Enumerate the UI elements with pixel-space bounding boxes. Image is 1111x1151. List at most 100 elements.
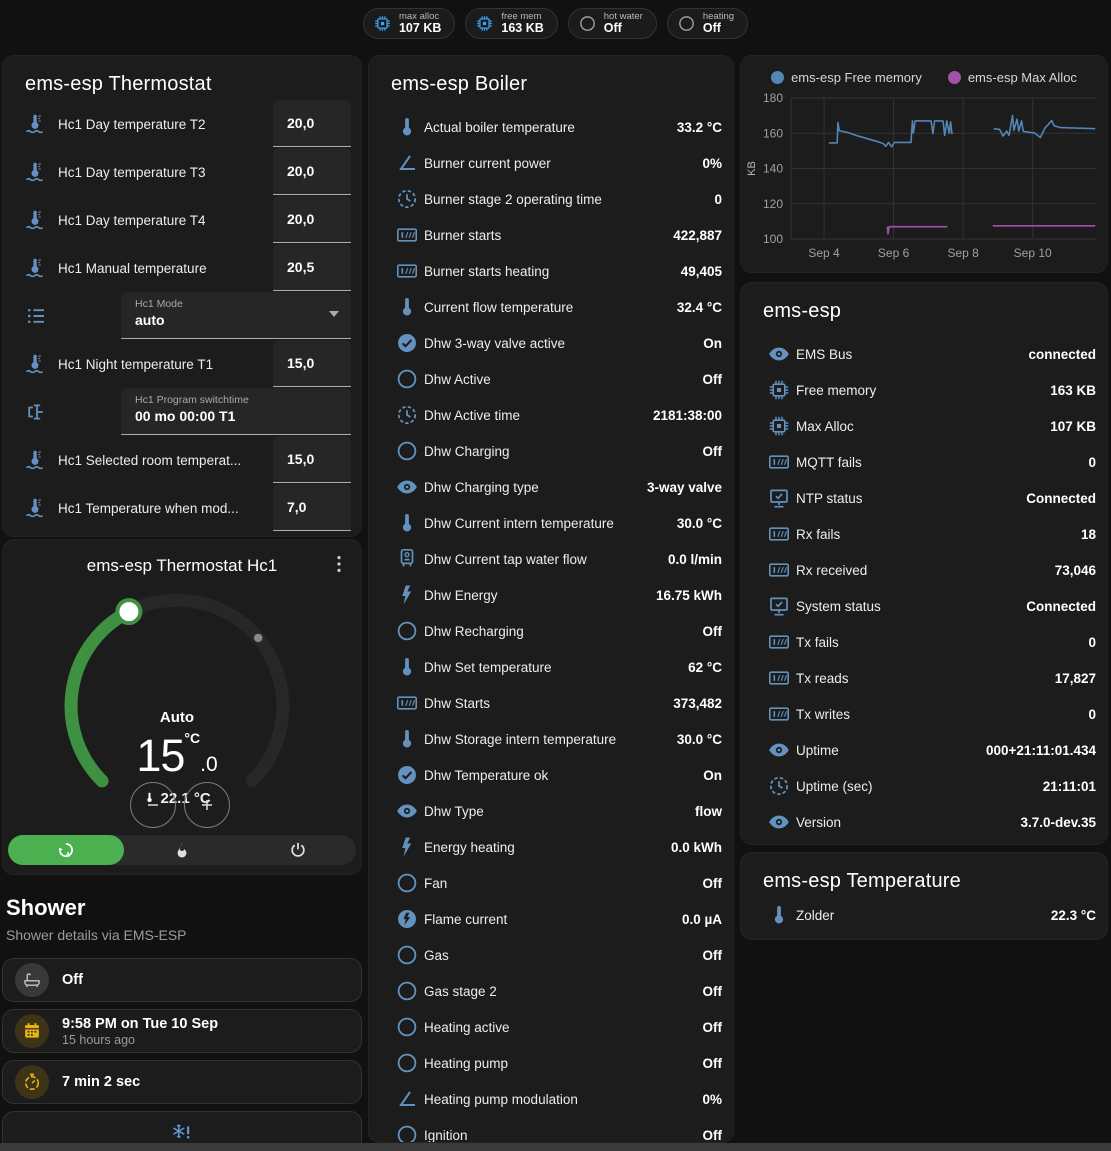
right-column: ems-esp Free memory ems-esp Max Alloc 10…: [740, 55, 1108, 940]
snowflake-alert-icon: [171, 1122, 193, 1144]
hc1-thermostat-card: ems-esp Thermostat Hc1 Auto 15°C.0 22.1 …: [2, 539, 362, 875]
shower-card-off[interactable]: Off: [2, 958, 362, 1002]
select-value: auto: [135, 312, 339, 328]
entity-row-ignition[interactable]: Ignition Off: [369, 1117, 733, 1143]
thermometer-icon: [395, 511, 419, 535]
chevron-down-icon: [329, 311, 339, 317]
text-input-hc1-program-switchtime[interactable]: Hc1 Program switchtime 00 mo 00:00 T1: [121, 388, 351, 435]
entity-row-uptime[interactable]: Uptime 000+21:11:01.434: [741, 732, 1107, 768]
hvac-mode-fire-button[interactable]: [124, 835, 240, 865]
entity-label: Dhw Set temperature: [424, 649, 552, 685]
entity-row-flame-current[interactable]: Flame current 0.0 µA: [369, 901, 733, 937]
counter-icon: [395, 259, 419, 283]
number-input-hc1-temperature-when-mod[interactable]: 7,0: [273, 484, 351, 531]
thermometer-icon: [395, 115, 419, 139]
power-icon: [288, 840, 308, 860]
entity-row-burner-starts-heating[interactable]: Burner starts heating 49,405: [369, 253, 733, 289]
chip-max-alloc[interactable]: max alloc 107 KB: [363, 8, 455, 39]
thermostat-card-title: ems-esp Thermostat: [3, 56, 361, 100]
entity-row-rx-received[interactable]: Rx received 73,046: [741, 552, 1107, 588]
entity-row-dhw-type[interactable]: Dhw Type flow: [369, 793, 733, 829]
entity-row-current-flow-temperature[interactable]: Current flow temperature 32.4 °C: [369, 289, 733, 325]
entity-row-heating-pump-modulation[interactable]: Heating pump modulation 0%: [369, 1081, 733, 1117]
thermometer-icon: [395, 655, 419, 679]
calendar-icon: [15, 1014, 49, 1048]
entity-row-system-status[interactable]: System status Connected: [741, 588, 1107, 624]
entity-label: Version: [796, 804, 841, 840]
shower-card-9-58-pm-on-tue-10-sep[interactable]: 9:58 PM on Tue 10 Sep15 hours ago: [2, 1009, 362, 1053]
number-input-hc1-manual-temperature[interactable]: 20,5: [273, 244, 351, 291]
entity-row-gas-stage-2[interactable]: Gas stage 2 Off: [369, 973, 733, 1009]
number-input-hc1-day-temperature-t4[interactable]: 20,0: [273, 196, 351, 243]
entity-label: Dhw Recharging: [424, 613, 524, 649]
entity-row-max-alloc[interactable]: Max Alloc 107 KB: [741, 408, 1107, 444]
entity-row-fan[interactable]: Fan Off: [369, 865, 733, 901]
entity-row-tx-writes[interactable]: Tx writes 0: [741, 696, 1107, 732]
config-row-hc1-day-temperature-t3: 20,0 Hc1 Day temperature T3: [3, 148, 361, 196]
entity-row-zolder[interactable]: Zolder 22.3 °C: [741, 897, 1107, 933]
entity-value: 2181:38:00: [653, 397, 722, 433]
shower-card-7-min-2-sec[interactable]: 7 min 2 sec: [2, 1060, 362, 1104]
thermo-water-icon: [24, 448, 48, 472]
hc1-card-title: ems-esp Thermostat Hc1: [3, 540, 361, 576]
chip-hot-water[interactable]: hot water Off: [568, 8, 657, 39]
entity-row-dhw-current-tap-water-flow[interactable]: Dhw Current tap water flow 0.0 l/min: [369, 541, 733, 577]
circle-o-icon: [677, 14, 696, 33]
entity-row-dhw-active-time[interactable]: Dhw Active time 2181:38:00: [369, 397, 733, 433]
entity-row-actual-boiler-temperature[interactable]: Actual boiler temperature 33.2 °C: [369, 109, 733, 145]
entity-row-burner-current-power[interactable]: Burner current power 0%: [369, 145, 733, 181]
select-hc1-mode[interactable]: Hc1 Mode auto: [121, 292, 351, 339]
boiler-rows: Actual boiler temperature 33.2 °C Burner…: [369, 109, 733, 1143]
legend-item-ems-esp-free-memory[interactable]: ems-esp Free memory: [771, 70, 922, 85]
shower-subtitle: Shower details via EMS-ESP: [6, 927, 362, 943]
entity-row-dhw-storage-intern-temperature[interactable]: Dhw Storage intern temperature 30.0 °C: [369, 721, 733, 757]
entity-row-dhw-set-temperature[interactable]: Dhw Set temperature 62 °C: [369, 649, 733, 685]
temp-increase-button[interactable]: [184, 782, 230, 828]
more-menu-icon[interactable]: [327, 552, 351, 576]
entity-row-dhw-charging-type[interactable]: Dhw Charging type 3-way valve: [369, 469, 733, 505]
input-label: Hc1 Day temperature T3: [58, 148, 206, 196]
entity-row-energy-heating[interactable]: Energy heating 0.0 kWh: [369, 829, 733, 865]
entity-row-dhw-starts[interactable]: Dhw Starts 373,482: [369, 685, 733, 721]
entity-row-rx-fails[interactable]: Rx fails 18: [741, 516, 1107, 552]
horizontal-scrollbar[interactable]: [0, 1143, 1111, 1151]
chip-free-mem[interactable]: free mem 163 KB: [465, 8, 557, 39]
entity-label: Rx received: [796, 552, 867, 588]
legend-item-ems-esp-max-alloc[interactable]: ems-esp Max Alloc: [948, 70, 1077, 85]
dial-handle[interactable]: [117, 600, 140, 623]
hvac-mode-thermostat-auto-button[interactable]: [8, 835, 124, 865]
entity-row-tx-reads[interactable]: Tx reads 17,827: [741, 660, 1107, 696]
entity-row-mqtt-fails[interactable]: MQTT fails 0: [741, 444, 1107, 480]
entity-row-dhw-3-way-valve-active[interactable]: Dhw 3-way valve active On: [369, 325, 733, 361]
entity-label: Current flow temperature: [424, 289, 573, 325]
entity-row-ems-bus[interactable]: EMS Bus connected: [741, 336, 1107, 372]
entity-row-heating-pump[interactable]: Heating pump Off: [369, 1045, 733, 1081]
entity-row-ntp-status[interactable]: NTP status Connected: [741, 480, 1107, 516]
number-input-hc1-selected-room-temperat[interactable]: 15,0: [273, 436, 351, 483]
number-input-hc1-night-temperature-t1[interactable]: 15,0: [273, 340, 351, 387]
entity-row-dhw-charging[interactable]: Dhw Charging Off: [369, 433, 733, 469]
entity-row-gas[interactable]: Gas Off: [369, 937, 733, 973]
entity-row-dhw-recharging[interactable]: Dhw Recharging Off: [369, 613, 733, 649]
entity-row-dhw-current-intern-temperature[interactable]: Dhw Current intern temperature 30.0 °C: [369, 505, 733, 541]
entity-row-burner-stage-2-operating-time[interactable]: Burner stage 2 operating time 0: [369, 181, 733, 217]
entity-row-free-memory[interactable]: Free memory 163 KB: [741, 372, 1107, 408]
number-input-hc1-day-temperature-t3[interactable]: 20,0: [273, 148, 351, 195]
entity-row-tx-fails[interactable]: Tx fails 0: [741, 624, 1107, 660]
hvac-mode-power-button[interactable]: [240, 835, 356, 865]
entity-row-uptime-sec[interactable]: Uptime (sec) 21:11:01: [741, 768, 1107, 804]
entity-label: Dhw Active: [424, 361, 491, 397]
entity-label: Energy heating: [424, 829, 515, 865]
entity-row-heating-active[interactable]: Heating active Off: [369, 1009, 733, 1045]
entity-row-version[interactable]: Version 3.7.0-dev.35: [741, 804, 1107, 840]
number-input-hc1-day-temperature-t2[interactable]: 20,0: [273, 100, 351, 147]
entity-row-burner-starts[interactable]: Burner starts 422,887: [369, 217, 733, 253]
topbar: max alloc 107 KB free mem 163 KB hot wat…: [0, 0, 1111, 47]
entity-row-dhw-energy[interactable]: Dhw Energy 16.75 kWh: [369, 577, 733, 613]
entity-row-dhw-active[interactable]: Dhw Active Off: [369, 361, 733, 397]
entity-row-dhw-temperature-ok[interactable]: Dhw Temperature ok On: [369, 757, 733, 793]
entity-value: 0: [714, 181, 722, 217]
config-row-hc1-temperature-when-mod: 7,0 Hc1 Temperature when mod...: [3, 484, 361, 532]
temp-decrease-button[interactable]: [130, 782, 176, 828]
chip-heating[interactable]: heating Off: [667, 8, 748, 39]
